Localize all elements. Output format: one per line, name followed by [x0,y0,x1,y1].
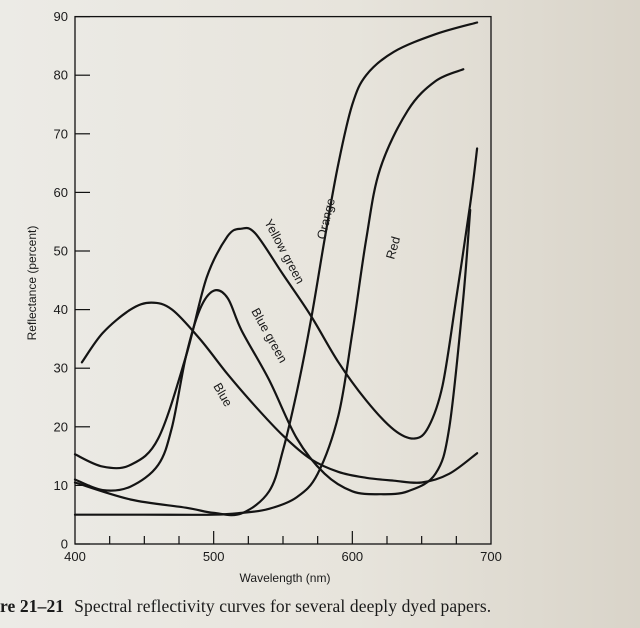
x-tick-label: 600 [341,549,363,564]
curve-label-orange: Orange [314,197,338,241]
curve-yellow-green [73,147,479,470]
curve-blue [80,301,479,484]
curve-blue-green [73,208,472,496]
y-tick-label: 10 [54,478,68,493]
y-tick-label: 90 [54,9,68,24]
curve-label-blue-green: Blue green [248,306,290,366]
y-tick-label: 70 [54,126,68,141]
x-axis-title: Wavelength (nm) [240,571,331,585]
y-tick-label: 80 [54,68,68,83]
curve-label-red: Red [383,235,403,261]
curves [73,21,479,517]
y-tick-label: 30 [54,361,68,376]
curve-red [73,68,465,516]
y-tick-label: 50 [54,244,68,259]
figure-caption-text: Spectral reflectivity curves for several… [74,596,492,616]
curve-label-blue: Blue [210,381,235,410]
curve-orange [73,21,479,517]
x-tick-label: 400 [64,549,86,564]
y-tick-label: 60 [54,185,68,200]
x-tick-label: 500 [203,549,225,564]
y-axis-title: Reflectance (percent) [25,226,39,341]
figure-number: re 21–21 [0,596,65,616]
y-tick-label: 40 [54,302,68,317]
axis-ticks [75,16,457,545]
tick-labels: 0 10 20 30 40 50 60 70 80 90 400 500 600 700 [54,9,502,564]
x-tick-label: 700 [480,549,502,564]
plot-frame [74,15,492,545]
figure-caption: re 21–21 Spectral reflectivity curves for… [0,596,640,617]
y-tick-label: 20 [54,419,68,434]
y-tick-label: 0 [61,537,68,552]
